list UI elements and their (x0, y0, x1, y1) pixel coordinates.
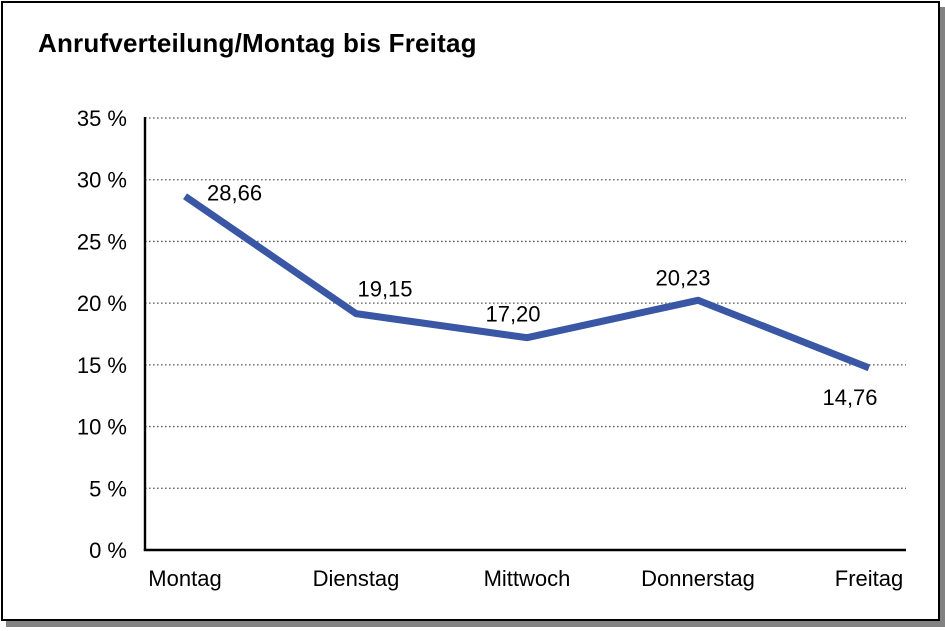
y-tick-label: 30 % (77, 168, 127, 193)
y-tick-label: 5 % (89, 476, 127, 501)
data-point-label: 19,15 (357, 277, 412, 302)
data-point-label: 28,66 (207, 180, 262, 205)
x-tick-label: Montag (148, 566, 221, 591)
x-tick-label: Dienstag (313, 566, 400, 591)
y-tick-label: 10 % (77, 415, 127, 440)
y-tick-label: 20 % (77, 291, 127, 316)
y-tick-label: 25 % (77, 229, 127, 254)
y-tick-label: 0 % (89, 538, 127, 563)
chart-title: Anrufverteilung/Montag bis Freitag (38, 28, 477, 58)
y-tick-label: 15 % (77, 353, 127, 378)
x-tick-label: Mittwoch (484, 566, 571, 591)
x-tick-label: Freitag (835, 566, 903, 591)
y-tick-label: 35 % (77, 106, 127, 131)
data-point-label: 20,23 (655, 265, 710, 290)
data-point-label: 14,76 (822, 385, 877, 410)
data-series-line (183, 193, 871, 372)
chart-frame (1, 1, 940, 621)
data-point-label: 17,20 (485, 302, 540, 327)
x-tick-label: Donnerstag (641, 566, 755, 591)
